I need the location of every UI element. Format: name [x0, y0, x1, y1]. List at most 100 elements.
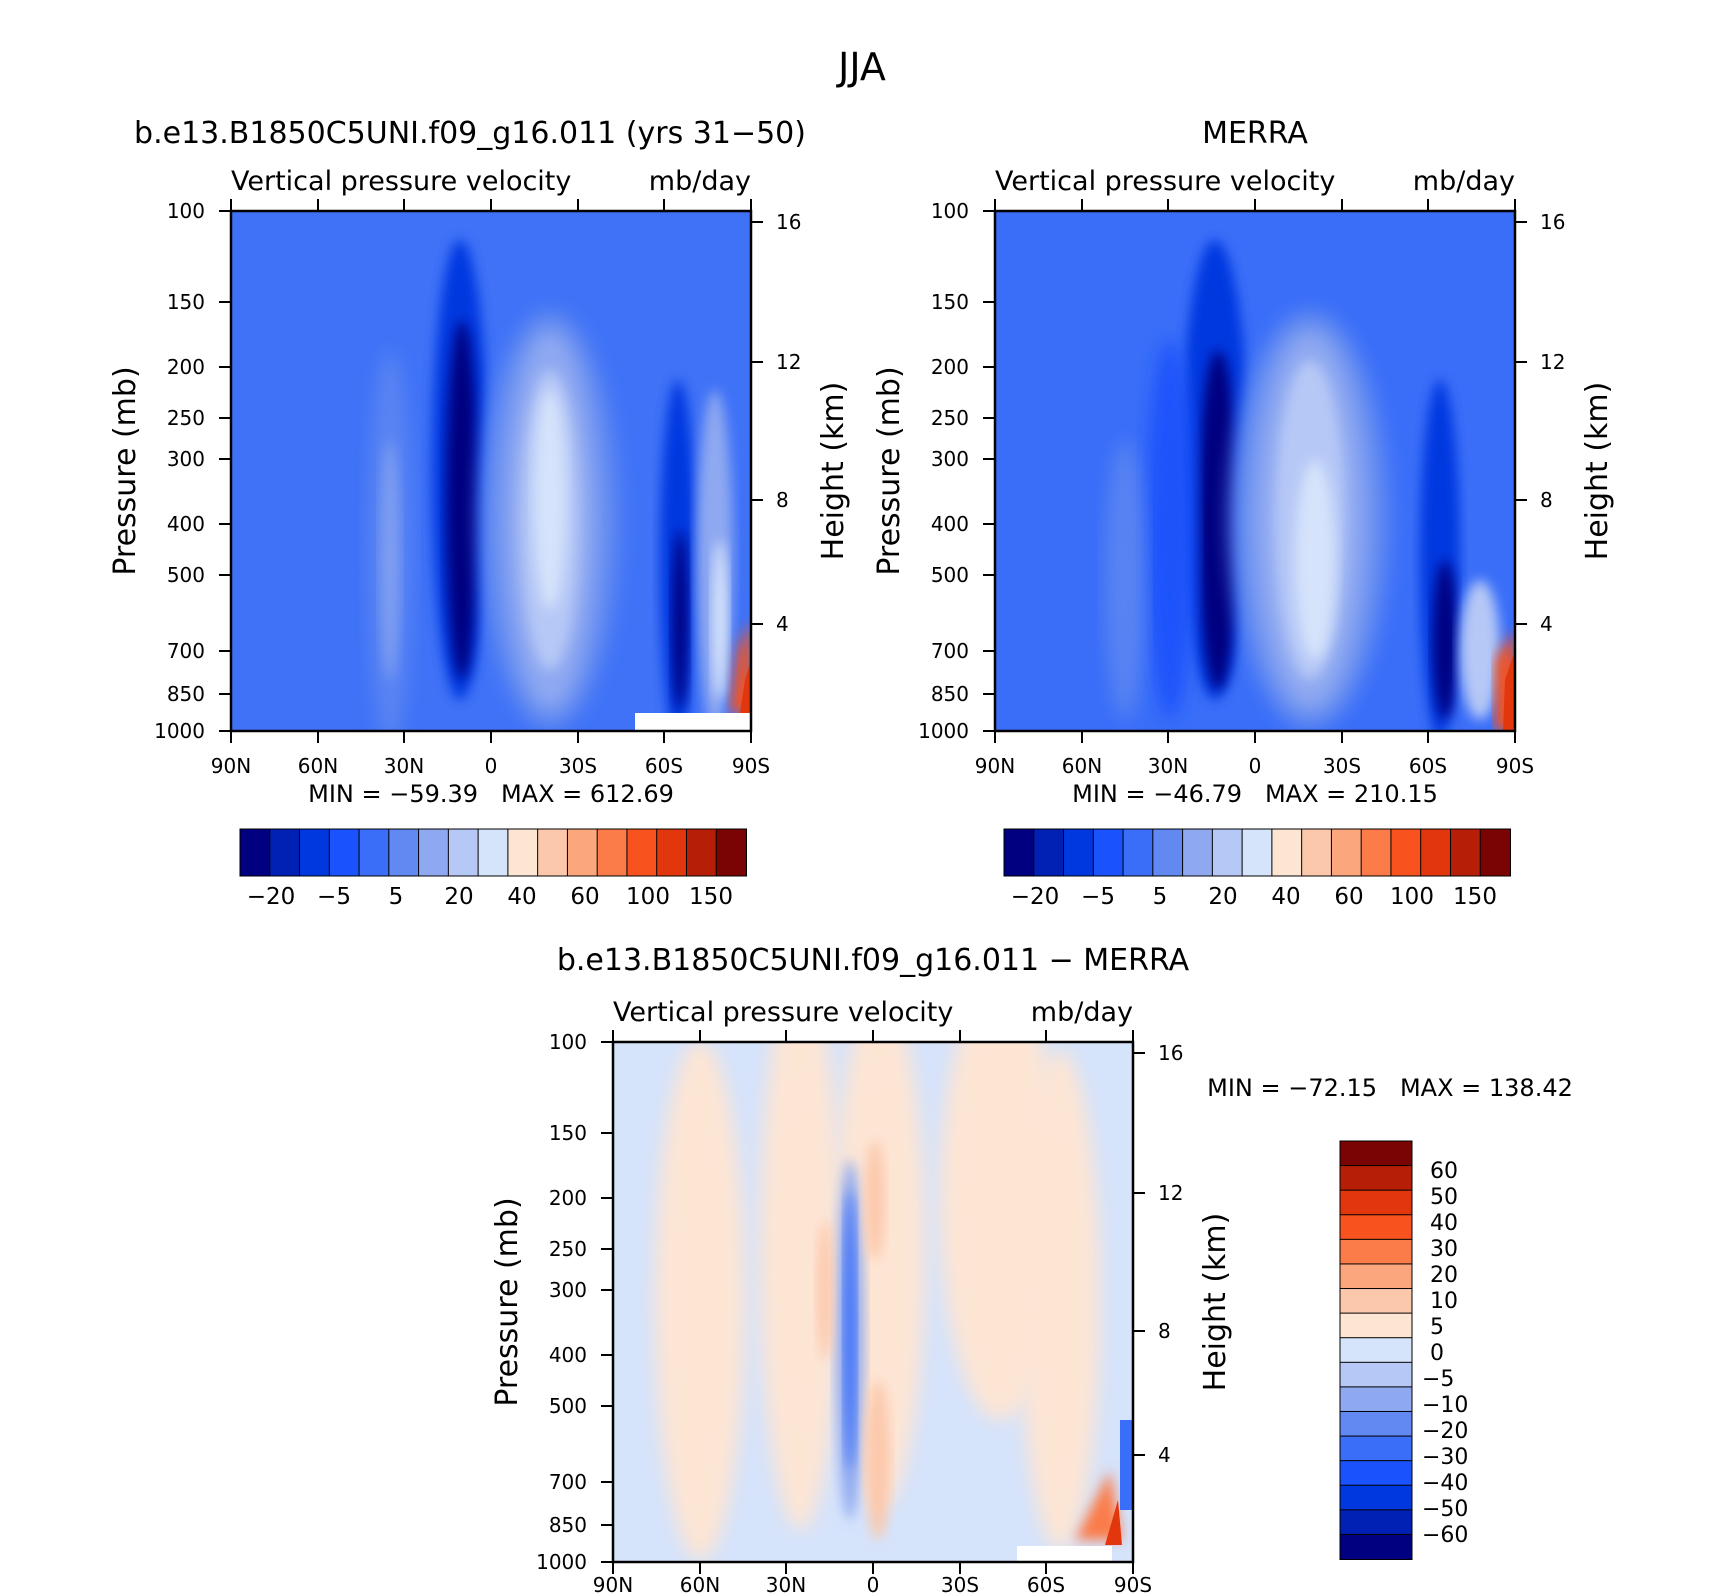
panel-diff-subtitle-left: Vertical pressure velocity	[613, 997, 953, 1028]
colorbar-swatch	[566, 828, 599, 877]
colorbar-label: −60	[1422, 1523, 1468, 1548]
panel-diff-height-tick-label: 8	[1158, 1319, 1171, 1343]
panel-diff-ylabel: Pressure (mb)	[490, 1197, 525, 1406]
colorbar-swatch	[596, 828, 628, 877]
panel-diff-title: b.e13.B1850C5UNI.f09_g16.011 − MERRA	[557, 943, 1190, 978]
panel-model-height-ticks: 16 12 8 4	[751, 210, 801, 636]
panel-model-title: b.e13.B1850C5UNI.f09_g16.011 (yrs 31−50)	[134, 116, 806, 151]
colorbar-label: −20	[1422, 1419, 1468, 1444]
panel-model-field	[231, 211, 751, 731]
colorbar-swatch	[1339, 1189, 1413, 1216]
colorbar-swatch	[1339, 1460, 1413, 1487]
panel-model-x-tick-label: 30S	[559, 754, 597, 778]
panel-obs-y-tick-label: 300	[931, 447, 969, 471]
panel-obs-x-tick-label: 0	[1249, 754, 1262, 778]
panel-diff-x-tick-label: 30S	[941, 1573, 979, 1596]
colorbar-swatch	[418, 828, 450, 877]
colorbar-label: −30	[1422, 1445, 1468, 1470]
panel-model-ylabel: Pressure (mb)	[108, 366, 143, 575]
panel-model-x-tick-label: 90S	[732, 754, 770, 778]
panel-diff-y-tick-label: 700	[549, 1470, 587, 1494]
panel-obs-x-ticks: 90N 60N 30N 0 30S 60S 90S	[975, 199, 1534, 778]
colorbar-label: −20	[1011, 884, 1060, 910]
colorbar-label: 60	[570, 884, 599, 910]
panel-diff-x-tick-label: 90N	[593, 1573, 633, 1596]
colorbar-swatch	[299, 828, 331, 877]
panel-diff: b.e13.B1850C5UNI.f09_g16.011 − MERRA Ver…	[490, 943, 1573, 1596]
panel-obs-height-tick-label: 8	[1540, 488, 1553, 512]
colorbar-label: 20	[1208, 884, 1237, 910]
panel-obs-ylabel: Pressure (mb)	[872, 366, 907, 575]
panel-obs-x-tick-label: 90N	[975, 754, 1015, 778]
panel-obs-field	[995, 211, 1515, 731]
colorbar-label: 20	[1430, 1263, 1458, 1288]
panel-obs-height-tick-label: 16	[1540, 210, 1565, 234]
colorbar-swatch	[239, 828, 271, 877]
colorbar-swatch	[1339, 1337, 1413, 1364]
panel-model-y-tick-label: 850	[167, 682, 205, 706]
panel-diff-stats: MIN = −72.15 MAX = 138.42	[1207, 1074, 1573, 1102]
panel-model-subtitle-left: Vertical pressure velocity	[231, 166, 571, 197]
panel-model-height-tick-label: 16	[776, 210, 801, 234]
colorbar-swatch	[1339, 1484, 1413, 1511]
colorbar-swatch	[1339, 1288, 1413, 1315]
colorbar-label: −50	[1422, 1497, 1468, 1522]
colorbar-label: 20	[444, 884, 473, 910]
panel-obs-subtitle-left: Vertical pressure velocity	[995, 166, 1335, 197]
colorbar-swatch	[388, 828, 420, 877]
panel-model-y-tick-label: 500	[167, 563, 205, 587]
colorbar-swatch	[1479, 828, 1512, 877]
panel-model-y-tick-label: 400	[167, 512, 205, 536]
colorbar-label: 40	[1430, 1211, 1458, 1236]
colorbar-label: 5	[1153, 884, 1168, 910]
colorbar-swatch	[1360, 828, 1392, 877]
panel-obs-y-tick-label: 500	[931, 563, 969, 587]
colorbar-swatch	[477, 828, 509, 877]
colorbar-swatch	[1339, 1238, 1413, 1265]
colorbar-label: 50	[1430, 1185, 1458, 1210]
colorbar-swatch	[1339, 1533, 1413, 1560]
colorbar-label: −10	[1422, 1393, 1468, 1418]
colorbar-label: 100	[626, 884, 670, 910]
colorbar-swatch	[1301, 828, 1333, 877]
panel-model-x-tick-label: 30N	[384, 754, 424, 778]
panel-diff-height-tick-label: 12	[1158, 1181, 1183, 1205]
panel-diff-x-tick-label: 90S	[1114, 1573, 1152, 1596]
panel-obs-ylabel-right: Height (km)	[1580, 382, 1615, 561]
colorbar-label: 5	[1430, 1315, 1444, 1340]
colorbar-swatch	[1063, 828, 1095, 877]
panel-obs-height-ticks: 16 12 8 4	[1515, 210, 1565, 636]
panel-obs-y-tick-label: 150	[931, 290, 969, 314]
panel-model-y-ticks: 100 150 200 250 300 400 500 700 850 1000	[154, 199, 231, 743]
panel-obs-y-tick-label: 850	[931, 682, 969, 706]
colorbar-swatch	[1003, 828, 1035, 877]
panel-diff-x-tick-label: 30N	[766, 1573, 806, 1596]
colorbar-label: 40	[1271, 884, 1300, 910]
colorbar-label: 30	[1430, 1237, 1458, 1262]
panel-model-height-tick-label: 12	[776, 350, 801, 374]
panel-diff-y-tick-label: 1000	[536, 1550, 587, 1574]
panel-diff-subtitle-right: mb/day	[1031, 997, 1133, 1028]
colorbar-swatch	[1339, 1435, 1413, 1462]
panel-obs-x-tick-label: 60S	[1409, 754, 1447, 778]
colorbar-swatch	[1390, 828, 1422, 877]
panel-obs: MERRA Vertical pressure velocity mb/day	[872, 116, 1615, 910]
colorbar-swatch	[656, 828, 688, 877]
colorbar-swatch	[1092, 828, 1125, 877]
panel-model-y-tick-label: 100	[167, 199, 205, 223]
colorbar-swatch	[1122, 828, 1154, 877]
colorbar-swatch	[1420, 828, 1452, 877]
panel-obs-x-tick-label: 30S	[1323, 754, 1361, 778]
panel-diff-y-tick-label: 400	[549, 1343, 587, 1367]
colorbar-swatch	[328, 828, 361, 877]
colorbar-swatch	[1339, 1312, 1413, 1339]
panel-obs-y-tick-label: 100	[931, 199, 969, 223]
colorbar-label: −5	[317, 884, 351, 910]
colorbar-label: 60	[1430, 1159, 1458, 1184]
colorbar-swatch	[1241, 828, 1273, 877]
colorbar-label: 150	[689, 884, 733, 910]
colorbar-swatch	[1339, 1509, 1413, 1536]
panel-obs-y-tick-label: 700	[931, 639, 969, 663]
colorbar-swatch	[1339, 1165, 1413, 1192]
colorbar-swatch	[1339, 1214, 1413, 1241]
